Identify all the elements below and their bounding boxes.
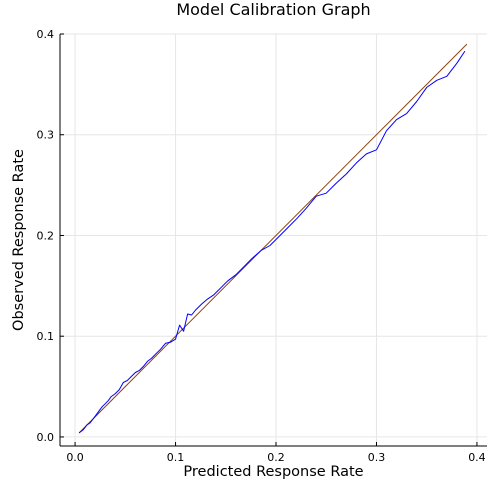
- y-axis-label: Observed Response Rate: [11, 149, 27, 331]
- x-tick-label: 0.3: [368, 451, 386, 464]
- y-tick-label: 0.0: [37, 431, 55, 444]
- y-tick-label: 0.4: [37, 28, 55, 41]
- y-tick-label: 0.2: [37, 229, 55, 242]
- chart-title: Model Calibration Graph: [176, 0, 370, 19]
- x-tick-label: 0.2: [267, 451, 285, 464]
- reference-line: [78, 43, 468, 434]
- axes: [59, 34, 487, 447]
- y-ticks: 0.0 0.1 0.2 0.3 0.4: [37, 28, 64, 444]
- x-tick-label: 0.0: [66, 451, 84, 464]
- y-tick-label: 0.1: [37, 330, 55, 343]
- x-ticks: 0.0 0.1 0.2 0.3 0.4: [66, 442, 486, 464]
- series: [78, 43, 468, 434]
- y-tick-label: 0.3: [37, 129, 55, 142]
- calibration-line: [78, 50, 466, 434]
- x-tick-label: 0.1: [167, 451, 185, 464]
- x-tick-label: 0.4: [468, 451, 486, 464]
- x-axis-label: Predicted Response Rate: [183, 464, 363, 480]
